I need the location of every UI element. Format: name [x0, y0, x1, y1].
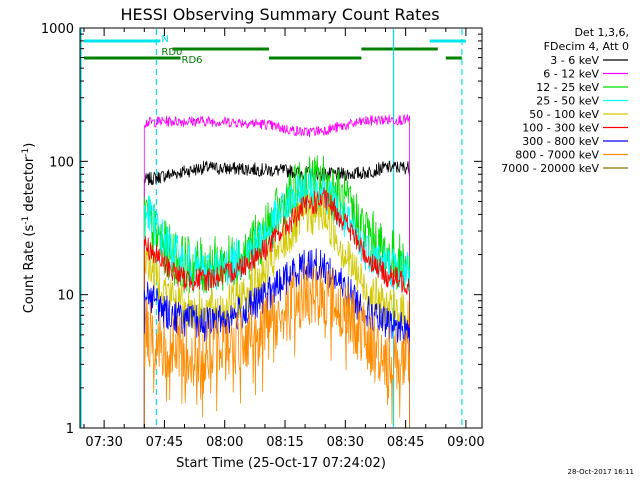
- legend-label-6-12-kev: 6 - 12 keV: [543, 68, 599, 81]
- series-line-300-800-kev: [143, 248, 410, 428]
- x-tick-label-08-45: 08:45: [387, 435, 424, 450]
- y-axis-label-main: Count Rate (s: [22, 225, 37, 314]
- legend-header-2: FDecim 4, Att 0: [544, 40, 629, 53]
- y-axis: 1 10 100 1000: [41, 22, 482, 437]
- y-axis-label-exp2: -1: [21, 148, 31, 157]
- y-axis-label: Count Rate (s-1 detector-1): [21, 143, 37, 314]
- legend-label-800-7000-kev: 800 - 7000 keV: [515, 149, 599, 162]
- y-tick-label-1: 1: [66, 422, 74, 437]
- y-tick-label-10: 10: [57, 289, 74, 304]
- series-line-12-25-kev: [143, 155, 410, 428]
- x-tick-label-07-45: 07:45: [146, 435, 183, 450]
- legend-label-50-100-kev: 50 - 100 keV: [529, 108, 599, 121]
- plot-frame: [79, 27, 483, 429]
- y-tick-label-100: 100: [49, 155, 74, 170]
- x-tick-label-08-15: 08:15: [266, 435, 303, 450]
- x-tick-label-09-00: 09:00: [447, 435, 484, 450]
- annotation-rd6: RD6: [182, 55, 203, 66]
- legend-header-1: Det 1,3,6,: [574, 26, 629, 39]
- y-tick-label-1000: 1000: [41, 22, 74, 37]
- x-tick-label-08-00: 08:00: [206, 435, 243, 450]
- x-tick-label-08-30: 08:30: [327, 435, 364, 450]
- y-axis-label-exp1: -1: [21, 216, 31, 225]
- x-axis: 07:30 07:45 08:00 08:15 08:30 08:45 09:00: [83, 28, 485, 450]
- series-lines: [143, 114, 410, 428]
- y-axis-label-mid: detector: [22, 156, 37, 216]
- legend-label-300-800-kev: 300 - 800 keV: [522, 135, 599, 148]
- legend-label-100-300-kev: 100 - 300 keV: [522, 122, 599, 135]
- legend-label-3-6-kev: 3 - 6 keV: [550, 54, 599, 67]
- series-line-25-50-kev: [143, 168, 410, 428]
- series-line-3-6-kev: [143, 160, 410, 428]
- x-axis-label: Start Time (25-Oct-17 07:24:02): [176, 456, 386, 471]
- legend-label-12-25-kev: 12 - 25 keV: [536, 81, 599, 94]
- series-line-100-300-kev: [143, 187, 410, 428]
- y-axis-label-end: ): [22, 143, 37, 148]
- annotation-rd0: RD0: [161, 47, 182, 58]
- series-line-6-12-kev: [143, 114, 410, 428]
- x-tick-label-07-30: 07:30: [85, 435, 122, 450]
- annotation-n: N: [161, 34, 168, 45]
- series-line-800-7000-kev: [143, 261, 410, 428]
- legend-label-25-50-kev: 25 - 50 keV: [536, 95, 599, 108]
- legend-label-7000-20000-kev: 7000 - 20000 keV: [501, 162, 599, 175]
- chart-title: HESSI Observing Summary Count Rates: [120, 5, 439, 24]
- timestamp: 28-Oct-2017 16:11: [568, 468, 634, 476]
